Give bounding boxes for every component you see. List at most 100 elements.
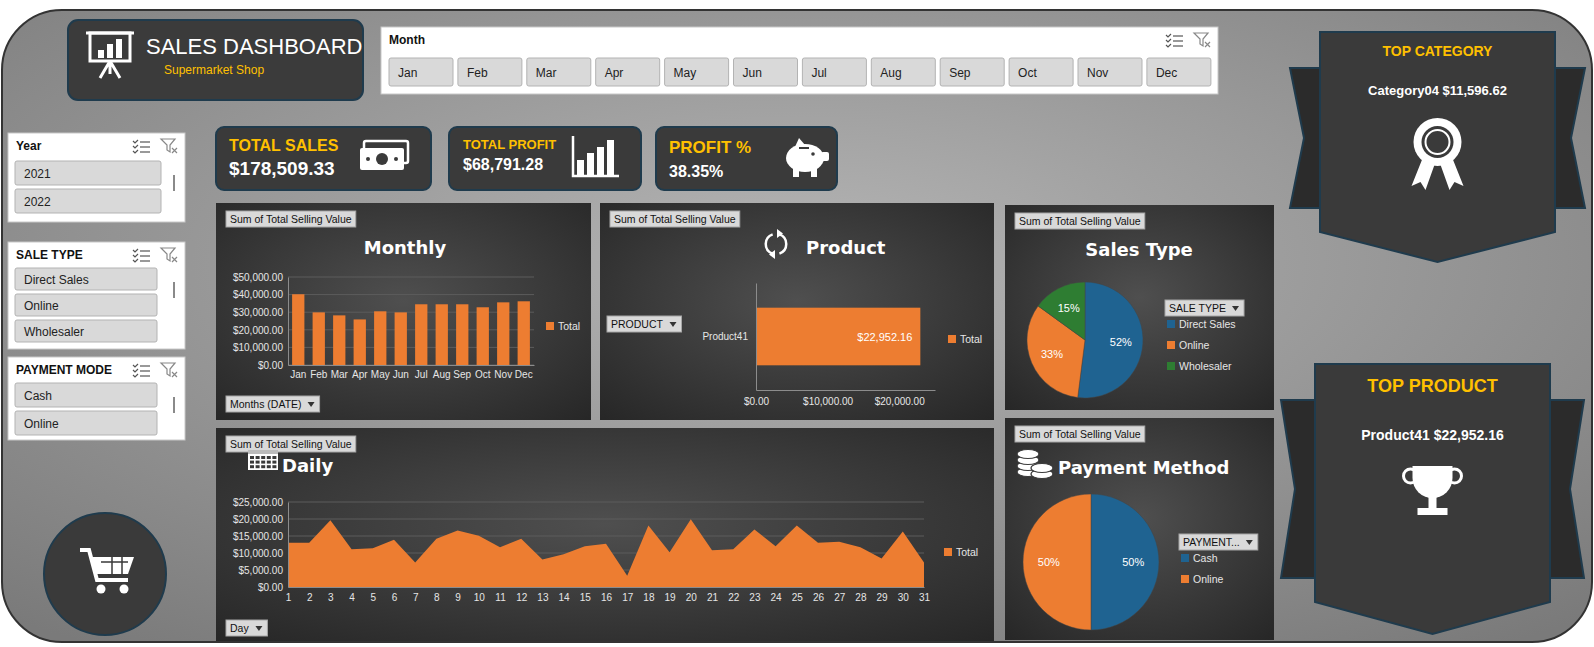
field-button-label[interactable]: Sum of Total Selling Value (1019, 215, 1141, 227)
slicer-button[interactable] (871, 58, 935, 86)
slicer-item[interactable]: Apr (605, 66, 624, 80)
grid-line (288, 277, 534, 278)
bar (456, 304, 468, 365)
filter-button[interactable] (226, 620, 267, 636)
slicer-button[interactable] (734, 58, 798, 86)
slicer-item[interactable]: Dec (1156, 66, 1177, 80)
bar (477, 307, 489, 365)
multi-select-icon[interactable] (133, 140, 150, 153)
slicer-button[interactable] (15, 268, 157, 290)
slicer-item[interactable]: Sep (949, 66, 971, 80)
area (288, 519, 924, 587)
slicer-item[interactable]: 2022 (24, 195, 51, 209)
tick-label: 4 (349, 592, 355, 603)
slicer-button[interactable] (15, 383, 157, 407)
slicer-button[interactable] (527, 58, 591, 86)
tick: May (371, 369, 390, 380)
dropdown-arrow[interactable] (308, 402, 315, 407)
tick: 13 (537, 587, 549, 603)
slicer-button[interactable] (802, 58, 866, 86)
filter-button-label[interactable]: PRODUCT (611, 318, 664, 330)
bar (756, 308, 920, 366)
legend-button[interactable] (1165, 300, 1244, 316)
y-axis: $0.00$5,000.00$10,000.00$15,000.00$20,00… (233, 497, 289, 593)
slicer-button[interactable] (15, 411, 157, 435)
field-button-label[interactable]: Sum of Total Selling Value (1019, 428, 1141, 440)
clear-filter-icon[interactable] (161, 248, 177, 262)
tick: 17 (622, 587, 634, 603)
multi-select-icon[interactable] (133, 364, 150, 377)
tick: Jan (290, 369, 306, 380)
slicer-item[interactable]: Jun (743, 66, 762, 80)
slicer-item[interactable]: Oct (1018, 66, 1037, 80)
scrollbar[interactable] (173, 397, 175, 413)
field-button-label[interactable]: Sum of Total Selling Value (230, 213, 352, 225)
slicer-button[interactable] (15, 320, 157, 342)
slicer-item[interactable]: Cash (24, 389, 52, 403)
slicer-item[interactable]: Wholesaler (24, 325, 84, 339)
filter-button-label[interactable]: Day (230, 622, 249, 634)
tick-label: $0.00 (744, 396, 769, 407)
slicer-item[interactable]: Nov (1087, 66, 1108, 80)
tick: $10,000.00 (233, 548, 288, 559)
slicer-item[interactable]: Online (24, 417, 59, 431)
tick: Aug (433, 369, 451, 380)
dropdown-arrow[interactable] (255, 626, 262, 631)
tick-label: 29 (877, 592, 889, 603)
slicer-item[interactable]: Aug (880, 66, 901, 80)
slicer-button[interactable] (665, 58, 729, 86)
multi-select-icon[interactable] (133, 249, 150, 262)
scrollbar[interactable] (173, 282, 175, 298)
filter-button[interactable] (607, 316, 682, 332)
dropdown-arrow[interactable] (670, 322, 677, 327)
clear-filter-icon[interactable] (1194, 33, 1210, 47)
slicer-item[interactable]: May (674, 66, 697, 80)
slicer-button[interactable] (458, 58, 522, 86)
dropdown-arrow[interactable] (1246, 540, 1253, 545)
slicer-item[interactable]: Direct Sales (24, 273, 89, 287)
badge-icon (1412, 118, 1464, 190)
clear-filter-icon[interactable] (161, 363, 177, 377)
slicer-button[interactable] (1009, 58, 1073, 86)
slicer-button[interactable] (596, 58, 660, 86)
field-button[interactable] (226, 436, 356, 452)
badge-title: TOP PRODUCT (1367, 376, 1497, 396)
legend-button[interactable] (1179, 534, 1258, 550)
slicer-item[interactable]: 2021 (24, 167, 51, 181)
filter-button[interactable] (226, 396, 320, 412)
tick-label: 25 (792, 592, 804, 603)
tick: 4 (349, 587, 355, 603)
kpi-box (216, 127, 431, 190)
slicer-item[interactable]: Feb (467, 66, 488, 80)
slicer-title: Month (389, 33, 425, 47)
field-button[interactable] (226, 211, 356, 227)
clear-filter-icon[interactable] (161, 139, 177, 153)
slicer-button[interactable] (1078, 58, 1142, 86)
tick: 11 (495, 587, 506, 603)
tick-label: 8 (434, 592, 440, 603)
multi-select-icon[interactable] (1166, 34, 1183, 47)
slicer-button[interactable] (15, 294, 157, 316)
field-button[interactable] (1015, 213, 1145, 229)
scrollbar[interactable] (173, 175, 175, 191)
slicer-button[interactable] (389, 58, 453, 86)
slicer-button[interactable] (15, 189, 161, 213)
slicer-button[interactable] (940, 58, 1004, 86)
slicer-item[interactable]: Jul (811, 66, 826, 80)
field-button-label[interactable]: Sum of Total Selling Value (614, 213, 736, 225)
slicer-button[interactable] (1147, 58, 1211, 86)
slicer-item[interactable]: Online (24, 299, 59, 313)
field-button[interactable] (1015, 426, 1145, 442)
legend-button-label[interactable]: SALE TYPE (1169, 302, 1226, 314)
filter-button-label[interactable]: Months (DATE) (230, 398, 302, 410)
slicer-button[interactable] (15, 161, 161, 185)
slicer-item[interactable]: Jan (398, 66, 417, 80)
slicer-item[interactable]: Mar (536, 66, 557, 80)
legend-button-label[interactable]: PAYMENT... (1183, 536, 1240, 548)
kpi-card: PROFIT %38.35% (656, 127, 837, 190)
field-button-label[interactable]: Sum of Total Selling Value (230, 438, 352, 450)
field-button[interactable] (610, 211, 740, 227)
dropdown-arrow[interactable] (1232, 306, 1239, 311)
legend-swatch (1167, 362, 1175, 370)
tick-label: 17 (622, 592, 634, 603)
